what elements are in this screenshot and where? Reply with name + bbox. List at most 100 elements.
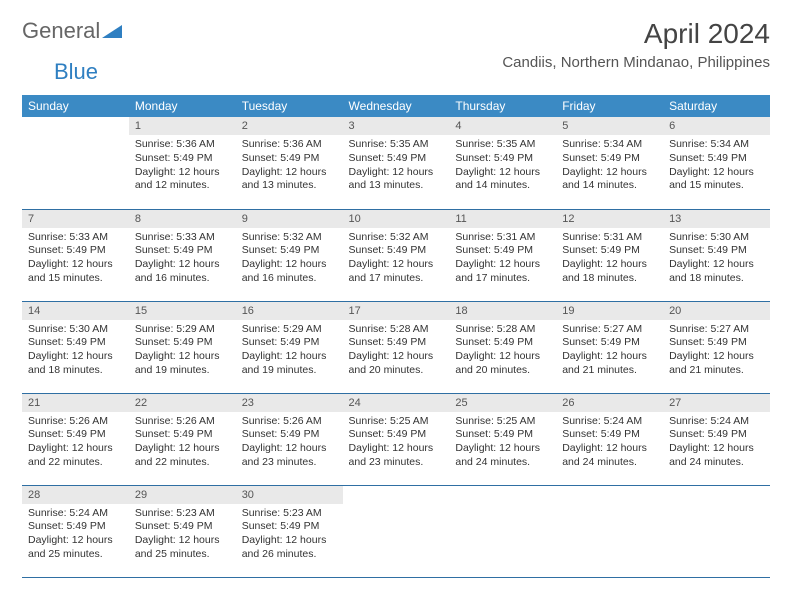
daylight-text: Daylight: 12 hours and 22 minutes. — [135, 442, 230, 469]
sunrise-text: Sunrise: 5:34 AM — [669, 138, 764, 152]
calendar-row: 28Sunrise: 5:24 AMSunset: 5:49 PMDayligh… — [22, 485, 770, 577]
day-info: Sunrise: 5:23 AMSunset: 5:49 PMDaylight:… — [236, 504, 343, 568]
logo-triangle-icon — [102, 18, 122, 44]
daylight-text: Daylight: 12 hours and 23 minutes. — [242, 442, 337, 469]
calendar-cell: 29Sunrise: 5:23 AMSunset: 5:49 PMDayligh… — [129, 485, 236, 577]
daylight-text: Daylight: 12 hours and 21 minutes. — [562, 350, 657, 377]
daylight-text: Daylight: 12 hours and 15 minutes. — [669, 166, 764, 193]
calendar-cell: 11Sunrise: 5:31 AMSunset: 5:49 PMDayligh… — [449, 209, 556, 301]
daylight-text: Daylight: 12 hours and 12 minutes. — [135, 166, 230, 193]
sunset-text: Sunset: 5:49 PM — [349, 428, 444, 442]
sunrise-text: Sunrise: 5:23 AM — [242, 507, 337, 521]
calendar-cell: 6Sunrise: 5:34 AMSunset: 5:49 PMDaylight… — [663, 117, 770, 209]
calendar-cell: 18Sunrise: 5:28 AMSunset: 5:49 PMDayligh… — [449, 301, 556, 393]
day-info: Sunrise: 5:25 AMSunset: 5:49 PMDaylight:… — [343, 412, 450, 476]
daylight-text: Daylight: 12 hours and 13 minutes. — [349, 166, 444, 193]
day-number: 13 — [663, 210, 770, 228]
sunrise-text: Sunrise: 5:26 AM — [135, 415, 230, 429]
day-info: Sunrise: 5:33 AMSunset: 5:49 PMDaylight:… — [129, 228, 236, 292]
sunrise-text: Sunrise: 5:31 AM — [562, 231, 657, 245]
daylight-text: Daylight: 12 hours and 24 minutes. — [455, 442, 550, 469]
sunrise-text: Sunrise: 5:26 AM — [28, 415, 123, 429]
day-info: Sunrise: 5:34 AMSunset: 5:49 PMDaylight:… — [556, 135, 663, 199]
daylight-text: Daylight: 12 hours and 19 minutes. — [242, 350, 337, 377]
sunrise-text: Sunrise: 5:30 AM — [669, 231, 764, 245]
sunset-text: Sunset: 5:49 PM — [28, 428, 123, 442]
sunset-text: Sunset: 5:49 PM — [669, 336, 764, 350]
calendar-body: 1Sunrise: 5:36 AMSunset: 5:49 PMDaylight… — [22, 117, 770, 577]
day-info: Sunrise: 5:26 AMSunset: 5:49 PMDaylight:… — [129, 412, 236, 476]
sunrise-text: Sunrise: 5:30 AM — [28, 323, 123, 337]
calendar-cell: 4Sunrise: 5:35 AMSunset: 5:49 PMDaylight… — [449, 117, 556, 209]
day-number: 10 — [343, 210, 450, 228]
sunset-text: Sunset: 5:49 PM — [135, 520, 230, 534]
sunset-text: Sunset: 5:49 PM — [349, 336, 444, 350]
day-info: Sunrise: 5:26 AMSunset: 5:49 PMDaylight:… — [236, 412, 343, 476]
day-number: 25 — [449, 394, 556, 412]
sunset-text: Sunset: 5:49 PM — [135, 336, 230, 350]
day-info: Sunrise: 5:29 AMSunset: 5:49 PMDaylight:… — [236, 320, 343, 384]
sunset-text: Sunset: 5:49 PM — [562, 428, 657, 442]
day-number: 24 — [343, 394, 450, 412]
sunset-text: Sunset: 5:49 PM — [455, 244, 550, 258]
daylight-text: Daylight: 12 hours and 16 minutes. — [135, 258, 230, 285]
sunset-text: Sunset: 5:49 PM — [562, 152, 657, 166]
day-number: 18 — [449, 302, 556, 320]
daylight-text: Daylight: 12 hours and 20 minutes. — [455, 350, 550, 377]
calendar-table: Sunday Monday Tuesday Wednesday Thursday… — [22, 95, 770, 578]
weekday-header: Thursday — [449, 95, 556, 117]
day-info: Sunrise: 5:31 AMSunset: 5:49 PMDaylight:… — [449, 228, 556, 292]
day-number: 9 — [236, 210, 343, 228]
calendar-cell: 8Sunrise: 5:33 AMSunset: 5:49 PMDaylight… — [129, 209, 236, 301]
calendar-cell: 24Sunrise: 5:25 AMSunset: 5:49 PMDayligh… — [343, 393, 450, 485]
sunset-text: Sunset: 5:49 PM — [242, 520, 337, 534]
daylight-text: Daylight: 12 hours and 15 minutes. — [28, 258, 123, 285]
calendar-cell: 25Sunrise: 5:25 AMSunset: 5:49 PMDayligh… — [449, 393, 556, 485]
sunset-text: Sunset: 5:49 PM — [349, 244, 444, 258]
daylight-text: Daylight: 12 hours and 18 minutes. — [562, 258, 657, 285]
day-info: Sunrise: 5:35 AMSunset: 5:49 PMDaylight:… — [343, 135, 450, 199]
sunrise-text: Sunrise: 5:33 AM — [135, 231, 230, 245]
day-info: Sunrise: 5:36 AMSunset: 5:49 PMDaylight:… — [236, 135, 343, 199]
sunrise-text: Sunrise: 5:32 AM — [349, 231, 444, 245]
sunrise-text: Sunrise: 5:23 AM — [135, 507, 230, 521]
calendar-cell: 3Sunrise: 5:35 AMSunset: 5:49 PMDaylight… — [343, 117, 450, 209]
day-number: 19 — [556, 302, 663, 320]
sunset-text: Sunset: 5:49 PM — [28, 520, 123, 534]
daylight-text: Daylight: 12 hours and 21 minutes. — [669, 350, 764, 377]
calendar-row: 7Sunrise: 5:33 AMSunset: 5:49 PMDaylight… — [22, 209, 770, 301]
calendar-cell: 14Sunrise: 5:30 AMSunset: 5:49 PMDayligh… — [22, 301, 129, 393]
calendar-cell: 2Sunrise: 5:36 AMSunset: 5:49 PMDaylight… — [236, 117, 343, 209]
calendar-row: 14Sunrise: 5:30 AMSunset: 5:49 PMDayligh… — [22, 301, 770, 393]
day-number: 16 — [236, 302, 343, 320]
daylight-text: Daylight: 12 hours and 13 minutes. — [242, 166, 337, 193]
calendar-row: 21Sunrise: 5:26 AMSunset: 5:49 PMDayligh… — [22, 393, 770, 485]
day-info: Sunrise: 5:30 AMSunset: 5:49 PMDaylight:… — [22, 320, 129, 384]
day-number: 20 — [663, 302, 770, 320]
day-number: 21 — [22, 394, 129, 412]
sunset-text: Sunset: 5:49 PM — [135, 152, 230, 166]
sunset-text: Sunset: 5:49 PM — [28, 244, 123, 258]
calendar-cell — [663, 485, 770, 577]
day-number: 14 — [22, 302, 129, 320]
calendar-cell — [22, 117, 129, 209]
sunrise-text: Sunrise: 5:24 AM — [669, 415, 764, 429]
location: Candiis, Northern Mindanao, Philippines — [502, 54, 770, 71]
calendar-cell — [449, 485, 556, 577]
calendar-cell: 5Sunrise: 5:34 AMSunset: 5:49 PMDaylight… — [556, 117, 663, 209]
sunset-text: Sunset: 5:49 PM — [242, 428, 337, 442]
calendar-cell: 21Sunrise: 5:26 AMSunset: 5:49 PMDayligh… — [22, 393, 129, 485]
day-info: Sunrise: 5:34 AMSunset: 5:49 PMDaylight:… — [663, 135, 770, 199]
calendar-cell: 30Sunrise: 5:23 AMSunset: 5:49 PMDayligh… — [236, 485, 343, 577]
sunset-text: Sunset: 5:49 PM — [669, 244, 764, 258]
day-number: 5 — [556, 117, 663, 135]
day-info: Sunrise: 5:24 AMSunset: 5:49 PMDaylight:… — [663, 412, 770, 476]
calendar-cell: 7Sunrise: 5:33 AMSunset: 5:49 PMDaylight… — [22, 209, 129, 301]
day-info: Sunrise: 5:35 AMSunset: 5:49 PMDaylight:… — [449, 135, 556, 199]
day-number: 29 — [129, 486, 236, 504]
calendar-cell: 28Sunrise: 5:24 AMSunset: 5:49 PMDayligh… — [22, 485, 129, 577]
sunrise-text: Sunrise: 5:26 AM — [242, 415, 337, 429]
sunset-text: Sunset: 5:49 PM — [135, 428, 230, 442]
sunrise-text: Sunrise: 5:31 AM — [455, 231, 550, 245]
sunset-text: Sunset: 5:49 PM — [242, 336, 337, 350]
